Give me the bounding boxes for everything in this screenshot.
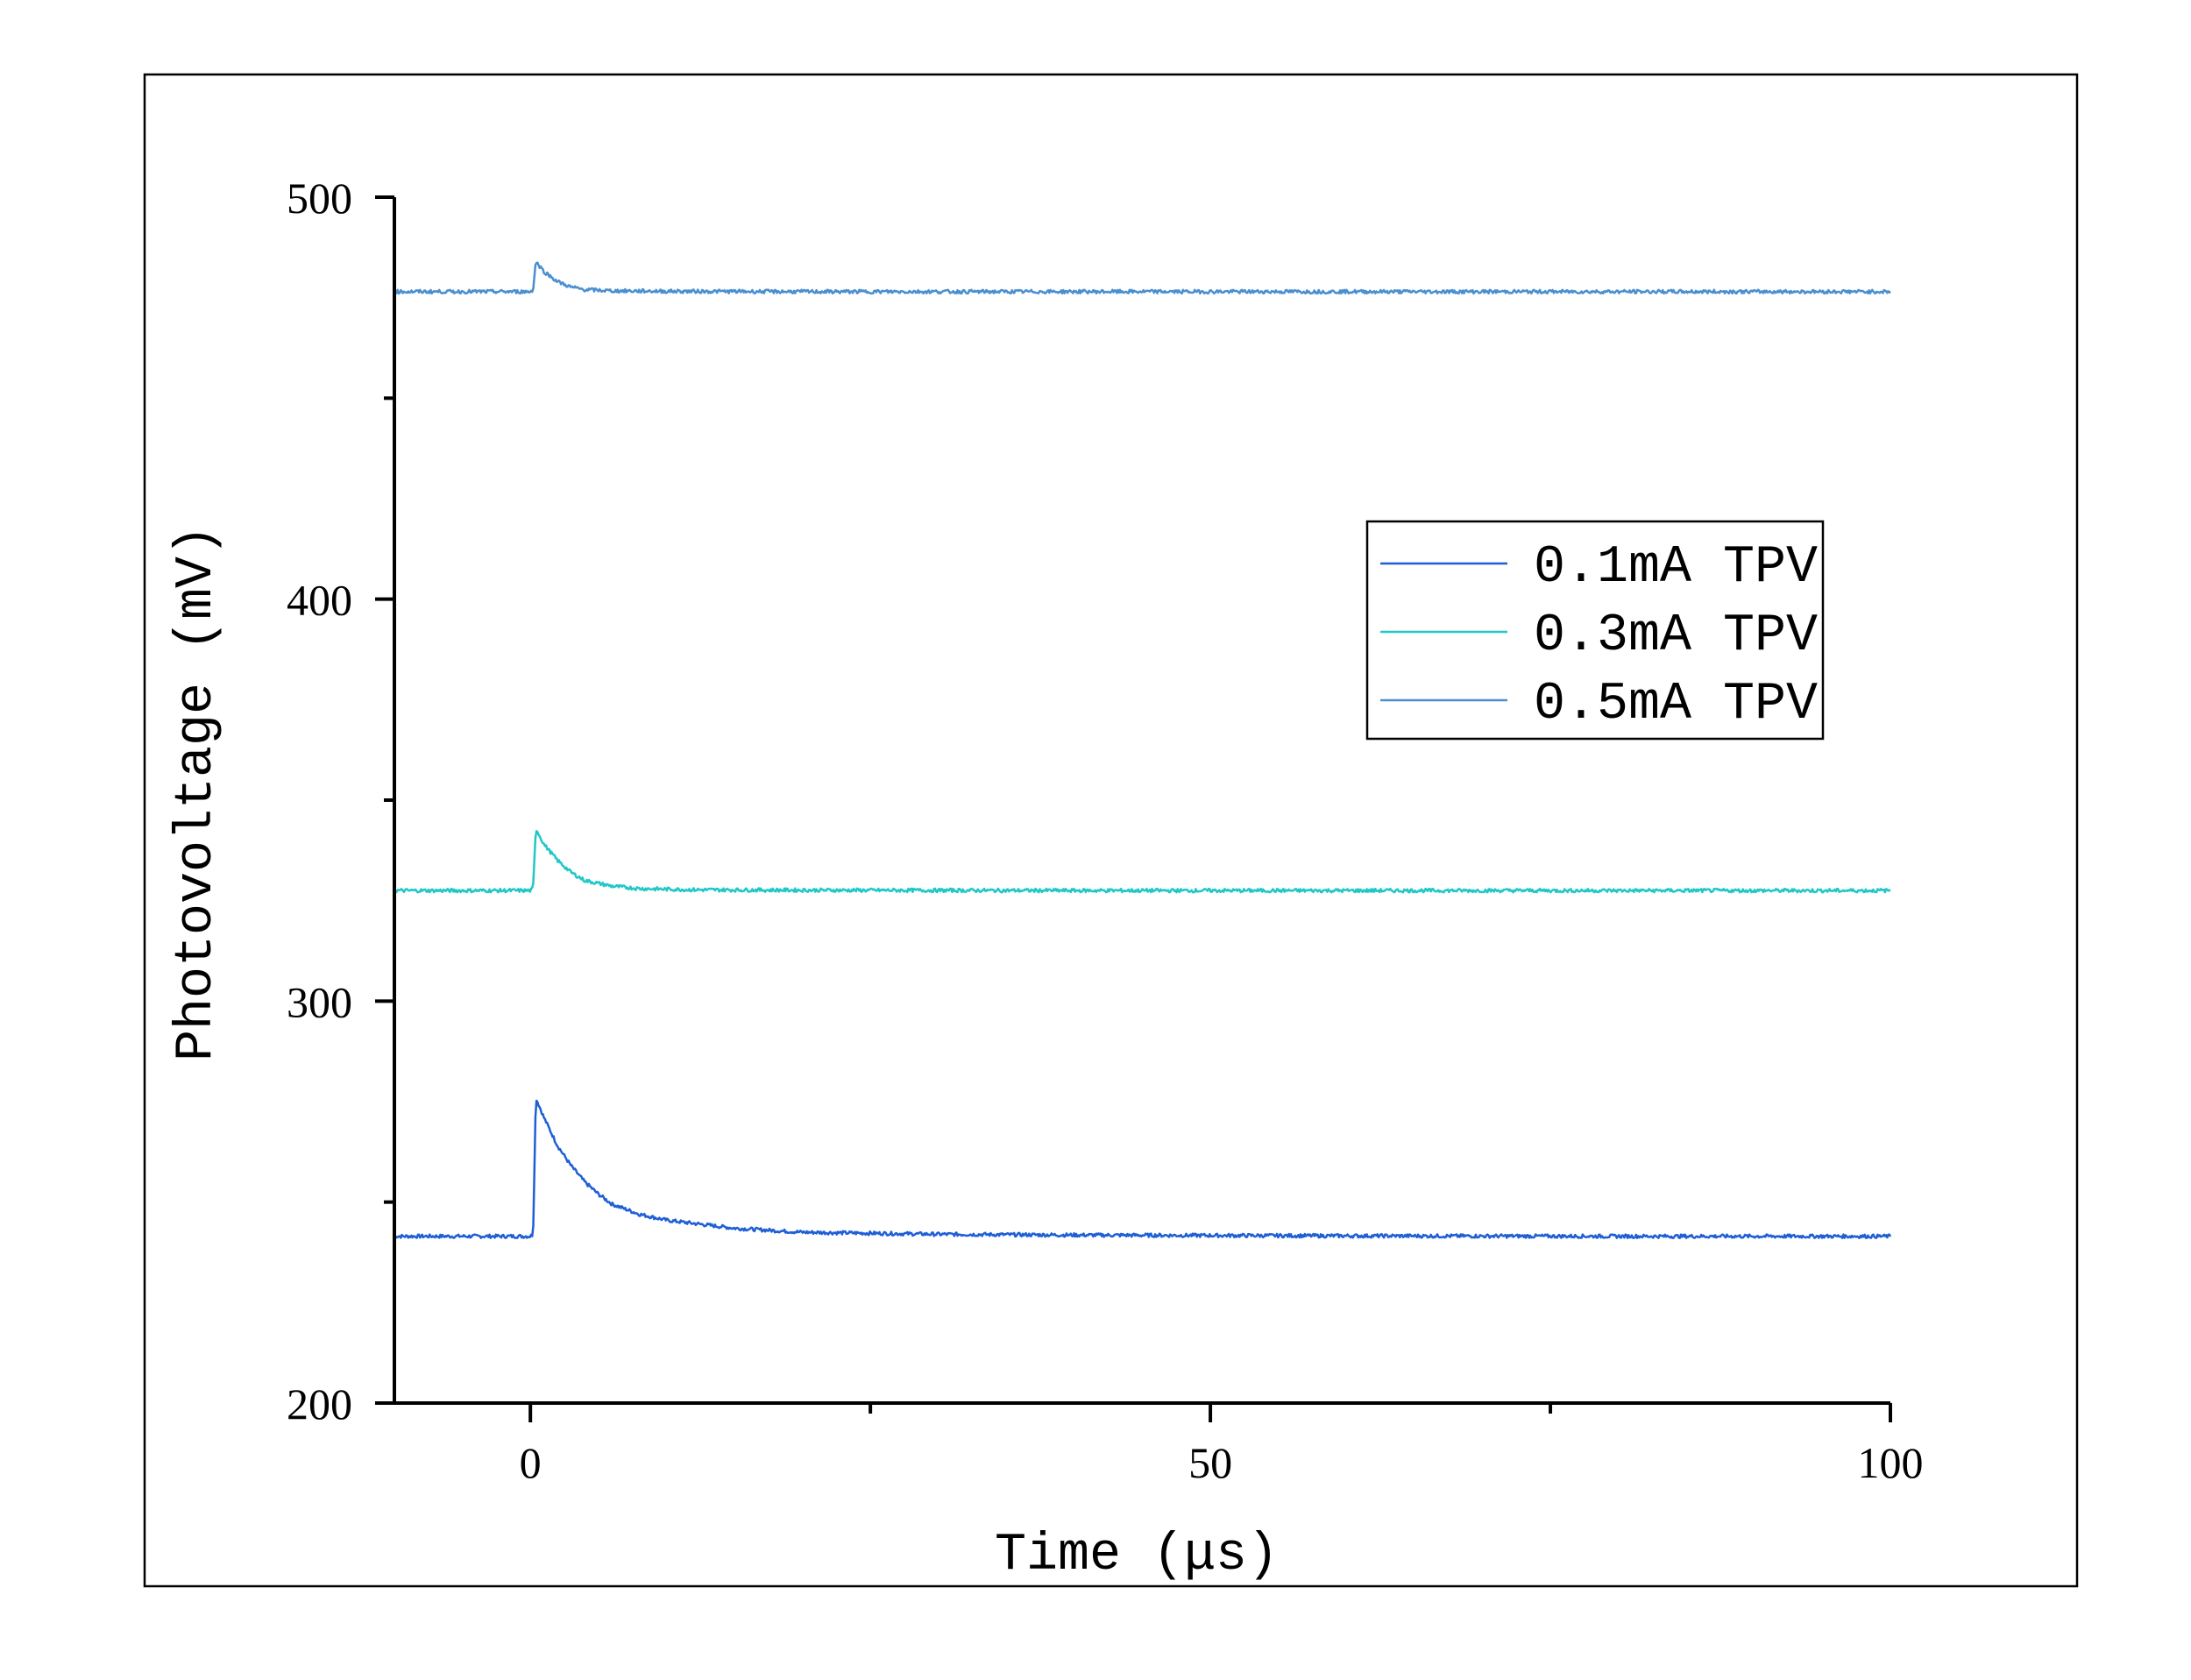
legend-label: 0.5mA TPV: [1534, 675, 1818, 734]
figure-frame: [143, 73, 2079, 1588]
y-tick-label: 500: [287, 174, 352, 223]
plot-area: 0 50 100 200 300 400 500: [287, 174, 1924, 1487]
y-tick-label: 200: [287, 1379, 352, 1428]
series-line-1: [394, 1099, 1892, 1239]
y-axis-title: Photovoltage (mV): [167, 525, 227, 1061]
y-ticks: 200 300 400 500: [287, 174, 394, 1428]
y-tick-label: 400: [287, 576, 352, 625]
legend-box: [1365, 520, 1825, 741]
x-tick-label: 50: [1188, 1438, 1232, 1487]
series-line-3: [394, 261, 1891, 295]
x-tick-label: 100: [1858, 1438, 1924, 1487]
series-layer: [394, 261, 1892, 1239]
x-ticks: 0 50 100: [520, 1403, 1924, 1487]
x-axis-title: Time (μs): [995, 1526, 1279, 1585]
legend: 0.1mA TPV 0.3mA TPV 0.5mA TPV: [1365, 520, 1825, 741]
series-line-2: [394, 830, 1891, 894]
y-tick-label: 300: [287, 977, 352, 1026]
legend-label: 0.3mA TPV: [1534, 606, 1818, 666]
legend-entries: 0.1mA TPV 0.3mA TPV 0.5mA TPV: [1380, 538, 1818, 734]
legend-label: 0.1mA TPV: [1534, 538, 1818, 598]
x-tick-label: 0: [520, 1438, 542, 1487]
